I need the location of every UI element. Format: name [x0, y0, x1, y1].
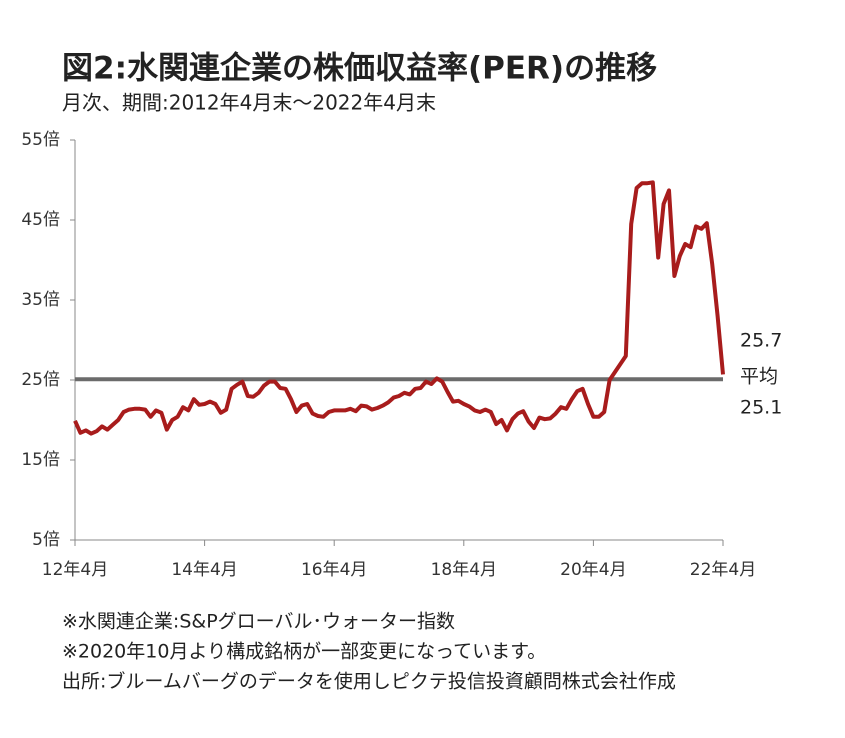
y-tick-label: 25倍 [21, 370, 60, 390]
x-tick-label: 18年4月 [431, 560, 497, 580]
x-tick-label: 20年4月 [560, 560, 626, 580]
average-value: 25.1 [740, 397, 782, 419]
y-tick-label: 15倍 [21, 450, 60, 470]
y-tick-label: 55倍 [21, 130, 60, 150]
x-tick-label: 16年4月 [301, 560, 367, 580]
last-value-label: 25.7 [740, 330, 782, 352]
average-label: 平均 [740, 366, 778, 388]
y-tick-label: 35倍 [21, 290, 60, 310]
y-tick-label: 5倍 [32, 530, 60, 550]
note: ※2020年10月より構成銘柄が一部変更になっています。 [62, 641, 546, 663]
x-tick-label: 12年4月 [42, 560, 108, 580]
x-tick-label: 14年4月 [171, 560, 237, 580]
note: 出所:ブルームバーグのデータを使用しピクテ投信投資顧問株式会社作成 [62, 670, 676, 693]
note: ※水関連企業:S&Pグローバル･ウォーター指数 [62, 611, 455, 633]
chart-title: 図2:水関連企業の株価収益率(PER)の推移 [62, 51, 657, 87]
line-series [73, 180, 725, 436]
x-tick-label: 22年4月 [690, 560, 756, 580]
y-tick-label: 45倍 [21, 210, 60, 230]
chart-subtitle: 月次、期間:2012年4月末～2022年4月末 [62, 91, 436, 115]
